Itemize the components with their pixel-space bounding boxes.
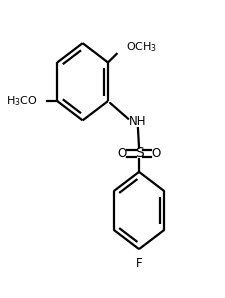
Text: O: O — [151, 147, 160, 160]
Text: NH: NH — [129, 115, 146, 128]
Text: F: F — [135, 257, 142, 270]
Text: O: O — [117, 147, 126, 160]
Text: OCH$_3$: OCH$_3$ — [126, 40, 157, 54]
Text: S: S — [134, 146, 143, 160]
Text: H$_3$CO: H$_3$CO — [6, 94, 38, 108]
